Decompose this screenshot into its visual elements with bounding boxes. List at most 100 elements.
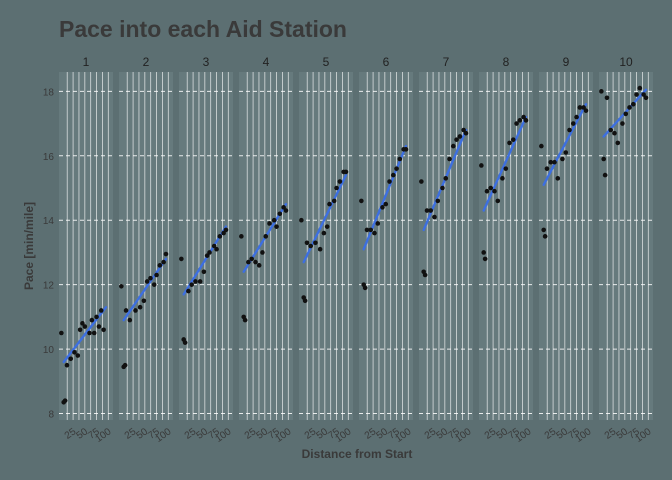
data-point (419, 179, 424, 184)
data-point (334, 185, 339, 191)
data-point (492, 188, 497, 194)
data-point (62, 398, 68, 403)
data-point (583, 108, 589, 113)
data-point (141, 298, 147, 304)
facet-strip (479, 52, 533, 72)
data-point (144, 279, 150, 284)
data-point (343, 169, 349, 175)
panel-background (59, 72, 113, 420)
facet-strip (419, 52, 473, 72)
data-point (207, 250, 212, 255)
data-point (281, 205, 286, 210)
data-point (552, 159, 557, 165)
data-point (154, 272, 159, 278)
data-point (308, 243, 314, 249)
data-point (454, 137, 459, 142)
data-point (394, 166, 399, 171)
data-point (422, 272, 428, 278)
data-point (643, 95, 649, 101)
trend-line (122, 257, 168, 322)
data-point (450, 143, 456, 149)
data-point (221, 230, 226, 236)
data-point (197, 279, 203, 284)
data-point (189, 282, 194, 287)
data-point (620, 121, 625, 126)
data-point (263, 234, 269, 239)
data-point (560, 156, 565, 162)
data-point (161, 259, 166, 265)
data-point (64, 362, 70, 368)
data-point (428, 208, 434, 213)
data-point (602, 172, 608, 178)
data-point (541, 227, 546, 233)
data-point (204, 253, 210, 258)
data-point (91, 330, 97, 336)
data-point (186, 288, 191, 294)
data-point (299, 217, 304, 223)
data-point (577, 105, 583, 110)
data-point (283, 208, 289, 213)
data-point (539, 143, 544, 149)
data-point (403, 147, 409, 152)
y-tick-label: 14 (43, 216, 55, 227)
data-point (267, 221, 272, 226)
y-tick-label: 10 (43, 345, 55, 356)
data-point (217, 234, 223, 239)
data-point (599, 89, 604, 94)
data-point (630, 101, 636, 107)
data-point (137, 304, 143, 310)
panel-background (299, 72, 353, 420)
facet-strip-label: 5 (323, 55, 330, 69)
data-point (277, 211, 283, 217)
data-point (321, 230, 327, 236)
data-point (331, 198, 337, 204)
data-point (604, 95, 610, 101)
data-point (133, 308, 138, 313)
data-point (98, 308, 104, 313)
data-point (193, 279, 198, 284)
data-point (481, 250, 486, 255)
data-point (201, 269, 207, 275)
facet-strip (599, 52, 653, 72)
data-point (484, 188, 490, 194)
y-axis: 8 10 12 14 16 18 (43, 87, 55, 420)
data-point (523, 118, 529, 123)
data-point (324, 224, 330, 229)
data-point (72, 350, 77, 355)
data-point (615, 140, 621, 146)
data-point (574, 114, 579, 120)
facet-strip-label: 2 (143, 55, 150, 69)
data-point (627, 105, 632, 110)
panels: 1255075100225507510032550751004255075100… (59, 52, 654, 445)
facet-strip-label: 3 (203, 55, 210, 69)
data-point (260, 250, 265, 255)
data-point (521, 114, 526, 120)
data-point (482, 256, 488, 262)
panel-background (179, 72, 233, 420)
data-point (383, 201, 389, 207)
data-point (479, 163, 484, 168)
data-point (447, 156, 452, 162)
data-point (337, 179, 343, 184)
data-point (151, 282, 157, 287)
data-point (440, 185, 445, 191)
data-point (68, 356, 74, 362)
facet-strip-label: 8 (503, 55, 510, 69)
data-point (223, 227, 229, 233)
data-point (75, 353, 81, 358)
data-point (488, 185, 494, 191)
data-point (304, 240, 310, 246)
data-point (461, 127, 466, 133)
data-point (127, 317, 133, 323)
data-point (80, 321, 85, 326)
facet-strip-label: 9 (563, 55, 570, 69)
trend-line (542, 103, 588, 186)
facet-strip (239, 52, 293, 72)
data-point (94, 314, 99, 320)
facet-strip-label: 10 (619, 55, 633, 69)
data-point (364, 227, 370, 233)
